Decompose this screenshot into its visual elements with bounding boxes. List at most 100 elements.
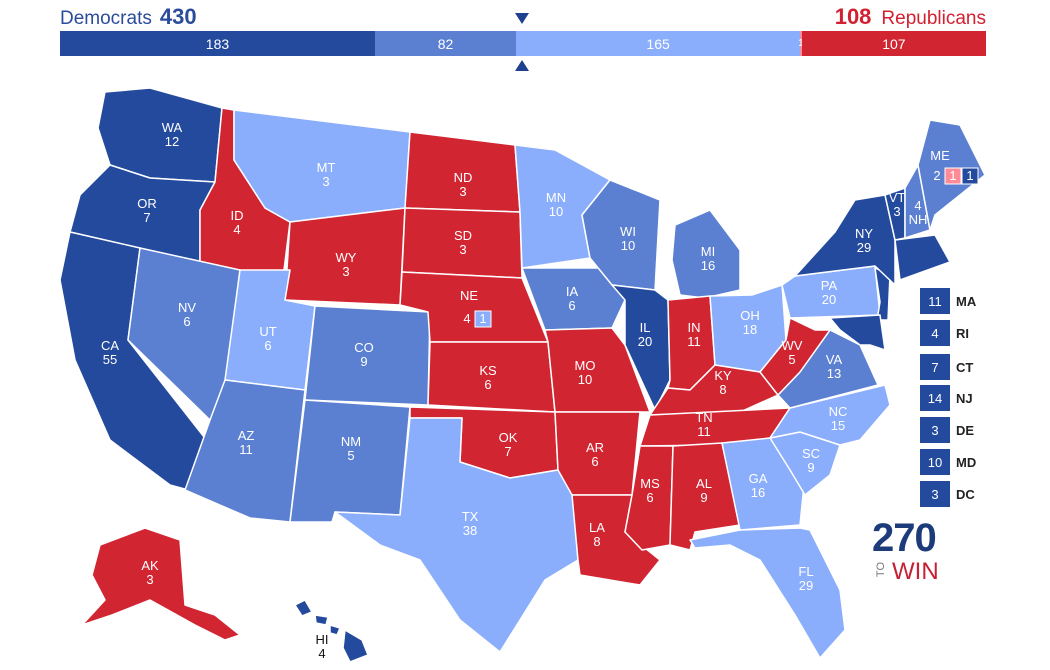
- label-ak-abbr: AK: [141, 558, 159, 573]
- small-state-ev: 14: [920, 385, 950, 411]
- small-state-abbr: DC: [956, 486, 975, 502]
- label-oh-abbr: OH: [740, 308, 760, 323]
- state-md-de[interactable]: [829, 314, 886, 351]
- logo-to: TO: [875, 562, 887, 578]
- label-tn-ev: 11: [697, 424, 711, 439]
- state-mo[interactable]: [544, 327, 651, 413]
- label-wi-ev: 10: [621, 238, 635, 253]
- label-or-abbr: OR: [137, 196, 157, 211]
- label-ar-abbr: AR: [586, 440, 604, 455]
- ne-district-2-box[interactable]: [474, 310, 492, 328]
- label-ne-ev: 4: [463, 311, 470, 326]
- label-or-ev: 7: [143, 210, 150, 225]
- label-mi-ev: 16: [701, 258, 715, 273]
- small-state-de[interactable]: 3 DE: [920, 417, 974, 443]
- label-ut-ev: 6: [264, 338, 271, 353]
- state-ia[interactable]: [521, 267, 626, 331]
- label-nv-ev: 6: [183, 314, 190, 329]
- label-ms-ev: 6: [646, 490, 653, 505]
- label-va-ev: 13: [827, 366, 841, 381]
- label-hi-ev: 4: [318, 646, 325, 661]
- small-state-ev: 3: [920, 481, 950, 507]
- bar-tilt-dem[interactable]: 165: [516, 31, 801, 56]
- label-mt-ev: 3: [322, 174, 329, 189]
- label-co-abbr: CO: [354, 340, 374, 355]
- state-az[interactable]: [184, 379, 306, 523]
- label-wv-abbr: WV: [782, 338, 803, 353]
- label-in-ev: 11: [687, 334, 701, 349]
- state-hi[interactable]: [294, 599, 369, 663]
- label-al-ev: 9: [700, 490, 707, 505]
- small-state-ev: 10: [920, 449, 950, 475]
- small-state-dc[interactable]: 3 DC: [920, 481, 975, 507]
- small-state-ma[interactable]: 11 MA: [920, 288, 976, 314]
- small-state-md[interactable]: 10 MD: [920, 449, 976, 475]
- label-ga-abbr: GA: [749, 471, 768, 486]
- state-fl[interactable]: [689, 527, 846, 659]
- logo-number: 270: [872, 516, 937, 560]
- rep-total: 108: [834, 4, 872, 29]
- bar-safe-rep[interactable]: 107: [801, 31, 986, 56]
- label-ks-abbr: KS: [479, 363, 497, 378]
- label-ak-ev: 3: [146, 572, 153, 587]
- label-nh-abbr: NH: [909, 212, 928, 227]
- label-nc-abbr: NC: [829, 404, 848, 419]
- small-state-abbr: NJ: [956, 390, 973, 406]
- state-labels: WA 12 OR 7 CA 55 ID 4 NV 6 MT 3 WY 3 UT …: [101, 120, 950, 593]
- label-il-ev: 20: [638, 334, 652, 349]
- label-me-abbr: ME: [930, 148, 950, 163]
- label-mo-ev: 10: [578, 372, 592, 387]
- small-state-abbr: DE: [956, 422, 975, 438]
- label-ok-ev: 7: [504, 444, 511, 459]
- label-mn-ev: 10: [549, 204, 563, 219]
- label-ms-abbr: MS: [640, 476, 660, 491]
- small-state-ct[interactable]: 7 CT: [920, 354, 973, 380]
- label-la-abbr: LA: [589, 520, 605, 535]
- label-ne-abbr: NE: [460, 288, 478, 303]
- label-al-abbr: AL: [696, 476, 712, 491]
- label-ny-ev: 29: [857, 240, 871, 255]
- small-state-ev: 3: [920, 417, 950, 443]
- state-tx[interactable]: [334, 417, 579, 653]
- label-mi-abbr: MI: [701, 244, 715, 259]
- label-fl-ev: 29: [799, 578, 813, 593]
- small-state-ev: 11: [920, 288, 950, 314]
- small-state-ri[interactable]: 4 RI: [920, 320, 969, 346]
- small-state-nj[interactable]: 14 NJ: [920, 385, 973, 411]
- me-district-1-box[interactable]: [961, 167, 979, 185]
- label-ia-ev: 6: [568, 298, 575, 313]
- bar-likely-dem[interactable]: 82: [374, 31, 517, 56]
- state-southern-new-england[interactable]: [894, 234, 951, 281]
- label-ks-ev: 6: [484, 377, 491, 392]
- label-vt-abbr: VT: [889, 190, 906, 205]
- label-sc-abbr: SC: [802, 446, 820, 461]
- label-sc-ev: 9: [807, 460, 814, 475]
- 270towin-logo[interactable]: 270 TO WIN: [872, 516, 952, 586]
- label-ny-abbr: NY: [855, 226, 873, 241]
- small-state-ev: 7: [920, 354, 950, 380]
- state-wv[interactable]: [759, 317, 831, 396]
- state-ak[interactable]: [81, 527, 241, 641]
- me-district-2-box[interactable]: [944, 167, 962, 185]
- small-state-ev: 4: [920, 320, 950, 346]
- bar-safe-dem[interactable]: 183: [60, 31, 375, 56]
- democrats-tally: Democrats 430: [60, 4, 197, 30]
- label-ga-ev: 16: [751, 485, 765, 500]
- electoral-vote-bar: 183 82 165 1 107: [60, 31, 986, 56]
- 270-marker-top-icon: [515, 13, 529, 24]
- bar-tilt-rep[interactable]: 1: [798, 31, 804, 56]
- ne-district-2-votes: 1: [479, 311, 486, 326]
- label-wa-abbr: WA: [162, 120, 183, 135]
- label-az-abbr: AZ: [238, 428, 255, 443]
- label-mo-abbr: MO: [575, 358, 596, 373]
- label-pa-abbr: PA: [821, 278, 838, 293]
- dem-party-name: Democrats: [60, 8, 152, 29]
- state-pa[interactable]: [781, 265, 881, 319]
- dem-total: 430: [159, 4, 197, 29]
- label-il-abbr: IL: [640, 320, 651, 335]
- label-id-abbr: ID: [231, 208, 244, 223]
- small-state-abbr: CT: [956, 359, 974, 375]
- 270-marker-bottom-icon: [515, 60, 529, 71]
- state-mi[interactable]: [671, 209, 741, 299]
